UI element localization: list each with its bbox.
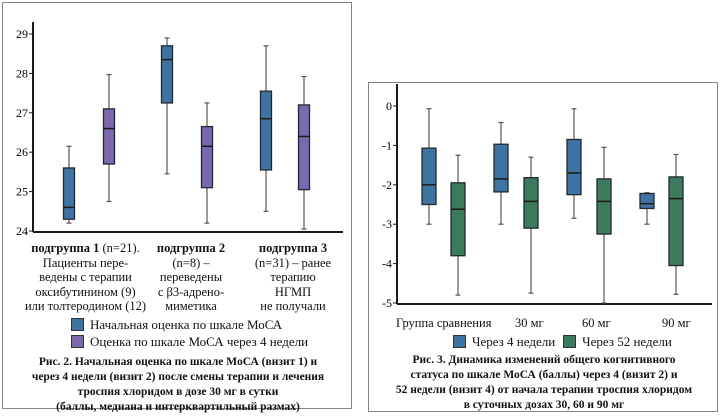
x-label-90mg: 90 мг [662,316,691,330]
group-label-3: подгруппа 3 (n=31) – ранее терапию НГМП … [254,241,332,313]
legend-item-4-weeks: Оценка по шкале МоСА через 4 недели [71,333,308,350]
box [523,177,539,229]
figure-2-caption: Рис. 2. Начальная оценка по шкале МоСА (… [31,356,325,413]
box [566,138,582,196]
figure-2-panel: 24 25 26 27 28 29 подгруппа 1 (n=21). Пациент… [2,2,352,413]
figure-3-plot: 0 -1 -2 -3 -4 -5 [382,84,712,310]
y-tick-label: 28 [16,66,28,80]
box [160,45,174,104]
figure-2-plot: 24 25 26 27 28 29 [16,22,343,238]
x-label-60mg: 60 мг [582,316,611,330]
legend-swatch [563,335,577,348]
legend-swatch [71,318,84,331]
box [421,147,437,206]
x-label-30mg: 30 мг [515,316,544,330]
y-tick-label: 0 [386,99,392,113]
y-tick-label: 27 [16,106,28,120]
box [297,104,311,191]
y-tick-label: -3 [382,217,392,231]
box [668,176,684,267]
figure-3-caption: Рис. 3. Динамика изменений общего когнит… [395,354,693,411]
box [200,125,214,189]
box [259,90,273,171]
box [450,182,466,257]
box [102,108,116,165]
figure-3-panel: 0 -1 -2 -3 -4 -5 Группа сравнения 30 мг 60 мг… [368,82,718,412]
y-tick-label: -1 [382,138,392,152]
legend-swatch [71,335,84,348]
y-tick-label: 29 [16,27,28,41]
figure-2-legend: Начальная оценка по шкале МоСА Оценка по… [71,316,308,350]
group-label-1: подгруппа 1 (n=21). Пациенты пере- веден… [24,241,147,313]
legend-swatch [453,335,466,348]
y-tick-label: -5 [382,296,392,310]
x-label-comparison: Группа сравнения [396,316,492,330]
box [493,143,509,193]
legend-item-baseline: Начальная оценка по шкале МоСА [71,316,308,333]
group-label-2: подгруппа 2 (n=8) – переведены с β3-адре… [156,241,226,313]
box [639,192,655,210]
legend-item-4-weeks: Через 4 недели [453,333,555,350]
y-tick-label: -2 [382,178,392,192]
box [62,167,76,220]
y-tick-label: 24 [16,224,28,238]
figure-3-legend: Через 4 недели Через 52 недели [453,333,672,350]
y-tick-label: 26 [16,145,28,159]
legend-item-52-weeks: Через 52 недели [563,333,672,350]
y-tick-label: -4 [382,257,392,271]
y-tick-label: 25 [16,185,28,199]
box [596,178,612,235]
